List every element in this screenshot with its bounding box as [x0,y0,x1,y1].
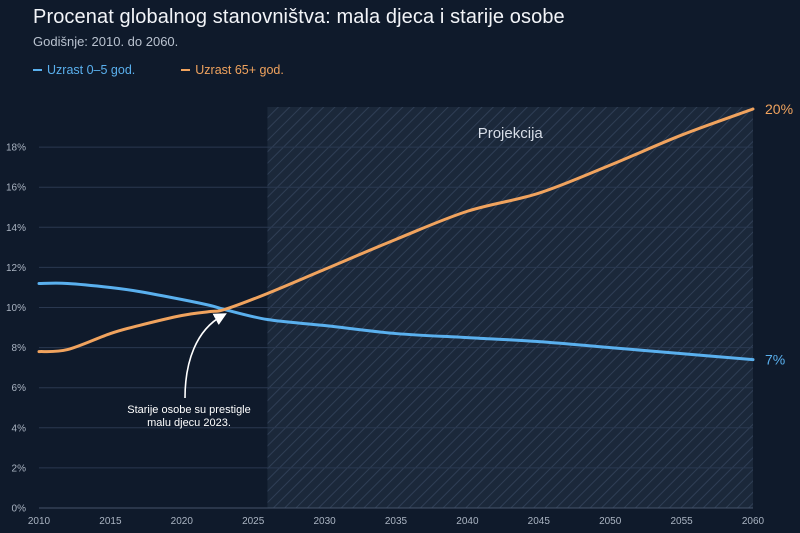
chart-subtitle: Godišnje: 2010. do 2060. [33,34,179,49]
y-tick-label: 6% [12,383,27,394]
y-tick-label: 14% [6,223,26,234]
legend-item-series-1: Uzrast 65+ god. [181,63,284,77]
legend-swatch-series-1 [181,69,191,71]
x-tick-label: 2010 [28,516,51,527]
annotation-text-line: Starije osobe su prestigle [127,404,251,416]
y-tick-label: 10% [6,303,26,314]
y-tick-label: 12% [6,263,26,274]
y-tick-label: 4% [12,423,27,434]
annotation-arrow [184,313,227,399]
chart-title: Procenat globalnog stanovništva: mala dj… [33,6,565,28]
end-label-series-0: 7% [765,352,785,368]
y-tick-label: 18% [6,143,26,154]
legend-item-series-0: Uzrast 0–5 god. [33,63,135,77]
legend-swatch-series-0 [33,69,42,71]
y-tick-label: 16% [6,183,26,194]
x-tick-label: 2055 [670,516,693,527]
y-tick-label: 2% [12,463,27,474]
legend-label-series-1: Uzrast 65+ god. [195,63,284,77]
series-line-1 [37,107,755,354]
x-tick-label: 2030 [313,516,336,527]
annotation-text-line: malu djecu 2023. [147,417,231,429]
x-tick-label: 2025 [242,516,265,527]
x-tick-label: 2045 [528,516,551,527]
y-tick-label: 8% [12,343,27,354]
x-tick-label: 2015 [99,516,122,527]
x-tick-label: 2020 [171,516,194,527]
legend-label-series-0: Uzrast 0–5 god. [47,63,136,77]
x-tick-label: 2060 [742,516,765,527]
y-tick-label: 0% [12,504,27,515]
legend: Uzrast 0–5 god. Uzrast 65+ god. [33,63,284,77]
projection-label: Projekcija [478,125,544,142]
x-tick-label: 2050 [599,516,622,527]
x-tick-label: 2035 [385,516,408,527]
end-label-series-1: 20% [765,101,793,117]
series-line-0 [37,281,755,362]
x-tick-label: 2040 [456,516,479,527]
